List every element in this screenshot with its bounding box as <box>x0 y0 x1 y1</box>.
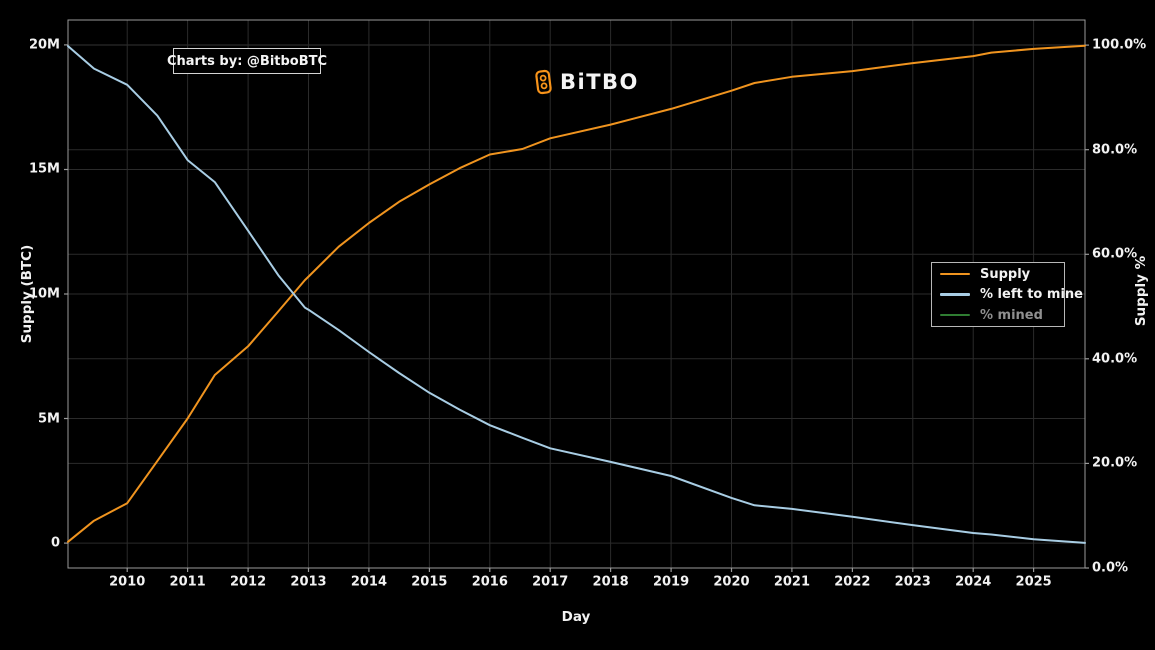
supply-line-swatch <box>940 272 970 276</box>
credit-text: Charts by: @BitboBTC <box>166 53 328 69</box>
legend-item-pct-left[interactable]: % left to mine <box>932 285 1083 304</box>
legend-item-pct-mined[interactable]: % mined <box>932 306 1064 325</box>
bitbo-logo: BiTBO <box>534 69 639 95</box>
series-line--left-to-mine <box>67 45 1086 544</box>
chart-legend: Supply % left to mine % mined <box>931 262 1083 327</box>
bitbo-logo-text: BiTBO <box>560 70 639 94</box>
credit-badge: Charts by: @BitboBTC <box>167 48 327 74</box>
legend-item-supply[interactable]: Supply <box>932 265 1064 284</box>
series-line-supply <box>67 44 1086 543</box>
legend-label-supply: Supply <box>980 266 1031 282</box>
pct-mined-line-swatch <box>940 313 970 317</box>
legend-label-pct-mined: % mined <box>980 307 1043 323</box>
legend-label-pct-left: % left to mine <box>980 287 1083 302</box>
bitbo-logo-icon <box>535 69 552 95</box>
pct-left-line-swatch <box>940 293 970 296</box>
